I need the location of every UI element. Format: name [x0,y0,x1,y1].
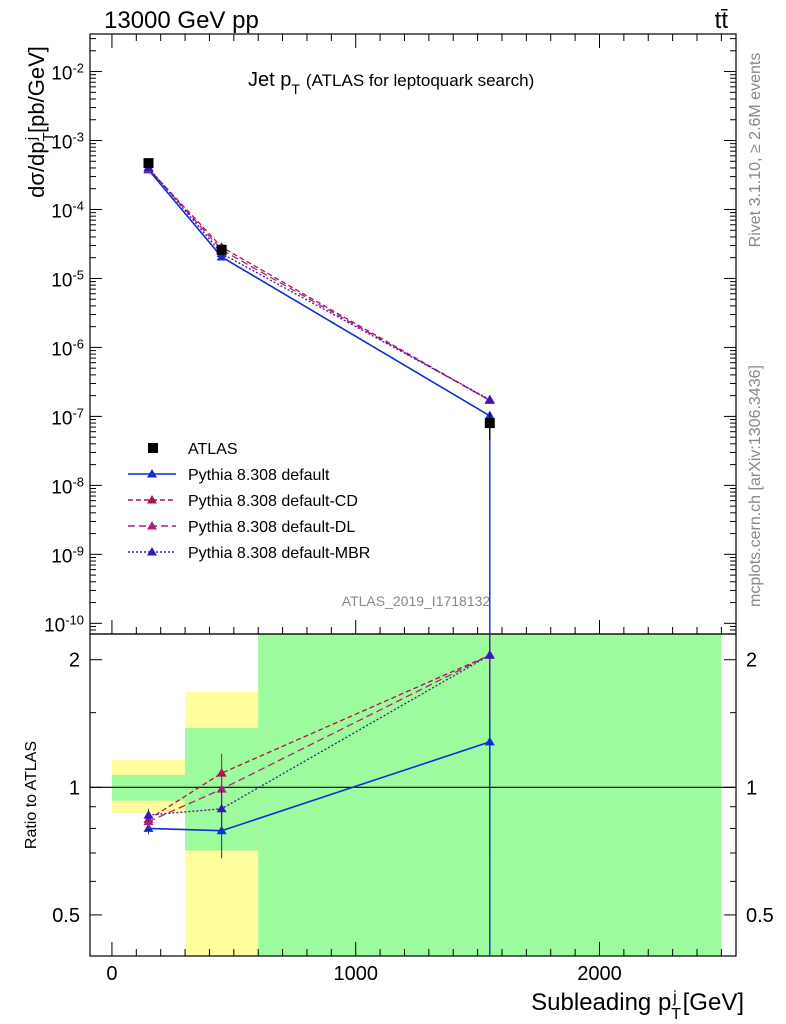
ylabel-sub: T [40,132,57,141]
legend-label-0: Pythia 8.308 default [188,467,330,484]
title-rest: (ATLAS for leptoquark search) [306,71,534,90]
xlabel-sup: j [672,989,677,1006]
series-marker-ratio-3-2 [484,650,495,659]
y-tick-base-7: 10 [51,133,72,154]
y-tick-label-6: 10-4 [51,198,84,223]
legend-marker-data [148,443,158,453]
series-marker-ratio-0-2 [484,736,495,746]
y-tick-exp-3: -7 [72,405,84,420]
y-tick-base-6: 10 [51,201,72,222]
rivet-label: Rivet 3.1.10, ≥ 2.6M events [747,53,764,248]
series-line-ratio-1 [148,654,491,820]
ylabel-part1: dσ/dp [24,141,49,197]
x-tick-label-2: 2000 [577,963,622,985]
legend-label-2: Pythia 8.308 default-DL [188,519,355,536]
y-tick-label-8: 10-2 [51,60,84,85]
y-tick-exp-6: -4 [72,198,84,213]
y-tick-base-8: 10 [51,64,72,85]
ratio-tick-label-left-0: 0.5 [52,905,80,927]
x-tick-label-0: 0 [106,963,117,985]
legend-label-3: Pythia 8.308 default-MBR [188,545,370,562]
y-tick-base-3: 10 [51,408,72,429]
series-ratio [143,634,495,859]
xlabel-sub: T [671,1006,681,1023]
ylabel-sup: j [23,137,40,141]
series-line-main-1 [148,168,491,402]
y-tick-label-2: 10-8 [51,474,84,499]
x-tick-label-1: 1000 [333,963,378,985]
analysis-id: ATLAS_2019_I1718132 [342,593,491,609]
series-line-main-3 [148,167,491,401]
ratio-ylabel: Ratio to ATLAS [23,741,40,849]
main-ylabel: dσ/dpTj [pb/GeV] [23,46,57,198]
y-tick-exp-0: -10 [65,612,84,627]
y-tick-exp-7: -3 [72,129,84,144]
y-tick-exp-8: -2 [72,60,84,75]
y-tick-exp-5: -5 [72,267,84,282]
series-marker-ratio-3-1 [216,803,227,813]
header-left: 13000 GeV pp [104,7,259,34]
data-point-1 [216,244,227,255]
y-tick-base-5: 10 [51,270,72,291]
y-tick-base-1: 10 [51,546,72,567]
ratio-tick-label-right-0: 0.5 [746,905,774,927]
ratio-tick-label-left-2: 2 [69,650,80,672]
y-tick-base-4: 10 [51,339,72,360]
series-marker-ratio-2-1 [216,784,227,793]
xlabel-part1: Subleading p [531,989,671,1016]
x-axis-label: Subleading pTj [GeV] [531,989,744,1023]
legend: ATLAS Pythia 8.308 default Pythia 8.308 de… [128,441,370,562]
title-sub: T [291,81,300,97]
y-tick-exp-4: -6 [72,336,84,351]
title-jet: Jet p [248,69,291,91]
data-point-2 [484,418,495,429]
data-point-0 [143,158,154,169]
y-tick-label-3: 10-7 [51,405,84,430]
legend-marker-3 [147,547,157,556]
y-tick-label-7: 10-3 [51,129,84,154]
series-line-main-0 [147,169,491,417]
ylabel-part2: [pb/GeV] [24,46,49,133]
legend-marker-0 [147,469,157,478]
legend-marker-2 [147,521,157,530]
legend-marker-1 [147,495,157,504]
y-tick-exp-2: -8 [72,474,84,489]
y-tick-base-2: 10 [51,477,72,498]
ratio-frame: 0.5 0.5 1 1 2 2 0 1000 2000 [52,633,774,985]
main-axes-box [89,33,737,635]
ratio-tick-label-right-2: 2 [746,650,757,672]
data-points [143,158,495,441]
ratio-tick-label-left-1: 1 [69,777,80,799]
uncertainty-bands [111,634,722,956]
y-tick-exp-1: -9 [72,543,84,558]
y-tick-label-1: 10-9 [51,543,84,568]
y-tick-label-4: 10-6 [51,336,84,361]
mcplots-label: mcplots.cern.ch [arXiv:1306.3436] [747,365,764,607]
series-marker-main-3-2 [484,394,495,404]
chart-title: Jet pT (ATLAS for leptoquark search) [248,69,534,97]
series-marker-ratio-3-0 [143,810,154,819]
header-right: tt̄ [715,7,729,34]
y-tick-label-0: 10-10 [44,612,84,637]
legend-label-data: ATLAS [188,441,238,458]
y-tick-label-5: 10-5 [51,267,84,292]
xlabel-part2: [GeV] [683,989,744,1016]
series-line-main-2 [148,168,491,402]
y-tick-base-0: 10 [44,615,65,636]
ratio-tick-label-right-1: 1 [746,777,757,799]
legend-label-1: Pythia 8.308 default-CD [188,493,358,510]
ratio-axes-box [89,633,737,957]
